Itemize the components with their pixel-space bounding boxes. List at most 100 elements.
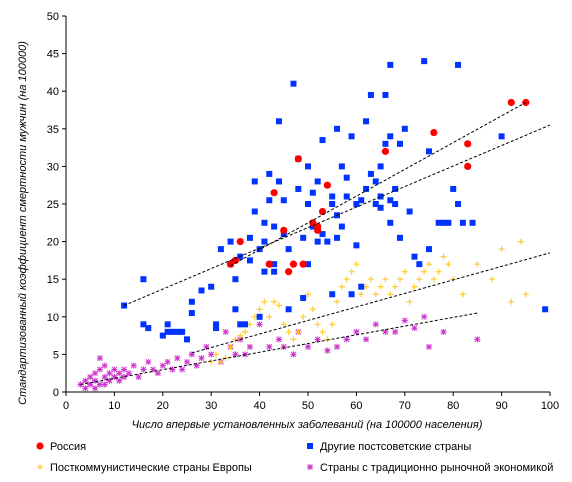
data-point — [392, 283, 399, 290]
data-point — [406, 208, 413, 215]
data-point — [82, 385, 89, 392]
data-point — [285, 328, 292, 335]
data-point — [96, 366, 103, 373]
data-point — [237, 321, 244, 328]
series-1 — [121, 58, 549, 343]
x-tick-label: 90 — [495, 400, 507, 412]
data-point — [498, 246, 505, 253]
data-point — [198, 287, 205, 294]
data-point — [426, 246, 432, 253]
data-point — [367, 276, 374, 283]
data-point — [266, 170, 273, 177]
data-point — [135, 373, 142, 380]
data-point — [232, 336, 239, 343]
data-point — [246, 257, 253, 264]
data-point — [227, 238, 234, 245]
data-point — [411, 253, 418, 260]
x-tick-label: 70 — [399, 400, 411, 412]
data-point — [396, 140, 403, 147]
x-tick-label: 30 — [205, 400, 217, 412]
data-point — [309, 189, 316, 196]
data-point — [314, 238, 321, 245]
data-point — [96, 381, 103, 388]
data-point — [290, 351, 297, 358]
y-tick-label: 25 — [47, 199, 59, 211]
y-tick-label: 15 — [47, 274, 59, 286]
data-point — [474, 336, 481, 343]
data-point — [358, 197, 365, 204]
data-point — [246, 234, 253, 241]
legend-marker — [36, 442, 44, 450]
legend-item: Страны с традиционно рыночной экономикой — [307, 462, 553, 474]
data-point — [440, 253, 447, 260]
data-point — [125, 370, 132, 377]
data-point — [426, 148, 432, 155]
data-point — [226, 260, 235, 268]
data-point — [416, 261, 423, 268]
data-point — [261, 268, 268, 275]
data-point — [392, 328, 399, 335]
data-point — [92, 385, 99, 392]
data-point — [236, 238, 244, 246]
data-point — [111, 366, 118, 373]
x-tick-label: 60 — [350, 400, 362, 412]
trendline — [230, 102, 527, 267]
x-tick-label: 0 — [63, 400, 69, 412]
data-point — [150, 366, 157, 373]
data-point — [188, 351, 195, 358]
data-point — [145, 358, 152, 365]
data-point — [295, 328, 302, 335]
data-point — [164, 328, 171, 335]
trendline — [80, 312, 478, 385]
data-point — [261, 238, 268, 245]
data-point — [334, 298, 341, 305]
data-point — [363, 118, 370, 125]
data-point — [140, 366, 147, 373]
data-point — [289, 260, 298, 268]
data-point — [353, 201, 360, 207]
data-point — [154, 370, 161, 377]
data-point — [188, 310, 195, 317]
data-point — [266, 313, 273, 320]
x-tick-label: 20 — [157, 400, 169, 412]
data-point — [213, 351, 220, 358]
data-point — [246, 343, 253, 350]
data-point — [92, 370, 99, 377]
data-point — [372, 321, 379, 328]
data-point — [353, 242, 360, 249]
data-point — [440, 328, 447, 335]
data-point — [382, 91, 389, 98]
data-point — [319, 328, 326, 335]
legend-marker — [37, 464, 43, 470]
data-point — [372, 178, 379, 185]
y-axis-ticks: 0 5 10 15 20 25 30 35 40 45 50 — [47, 11, 66, 399]
series-0 — [226, 98, 530, 276]
y-tick-label: 20 — [47, 237, 59, 249]
data-point — [401, 317, 408, 324]
x-tick-label: 50 — [302, 400, 314, 412]
data-point — [324, 238, 331, 245]
data-point — [222, 328, 229, 335]
data-point — [280, 343, 287, 350]
data-point — [242, 321, 249, 328]
data-point — [208, 283, 215, 290]
data-point — [421, 268, 428, 275]
data-point — [343, 193, 350, 200]
data-point — [309, 306, 316, 313]
data-point — [164, 358, 171, 365]
data-point — [140, 321, 147, 328]
data-point — [314, 321, 321, 328]
data-point — [159, 362, 166, 369]
plot-area — [65, 16, 551, 393]
data-point — [318, 207, 327, 216]
data-point — [338, 223, 345, 230]
data-point — [469, 219, 476, 226]
data-point — [179, 366, 186, 373]
data-point — [381, 147, 390, 155]
data-point — [464, 140, 472, 148]
data-point — [372, 291, 379, 298]
x-tick-label: 10 — [108, 400, 120, 412]
data-point — [295, 185, 302, 192]
data-point — [251, 178, 258, 185]
data-point — [280, 197, 287, 204]
